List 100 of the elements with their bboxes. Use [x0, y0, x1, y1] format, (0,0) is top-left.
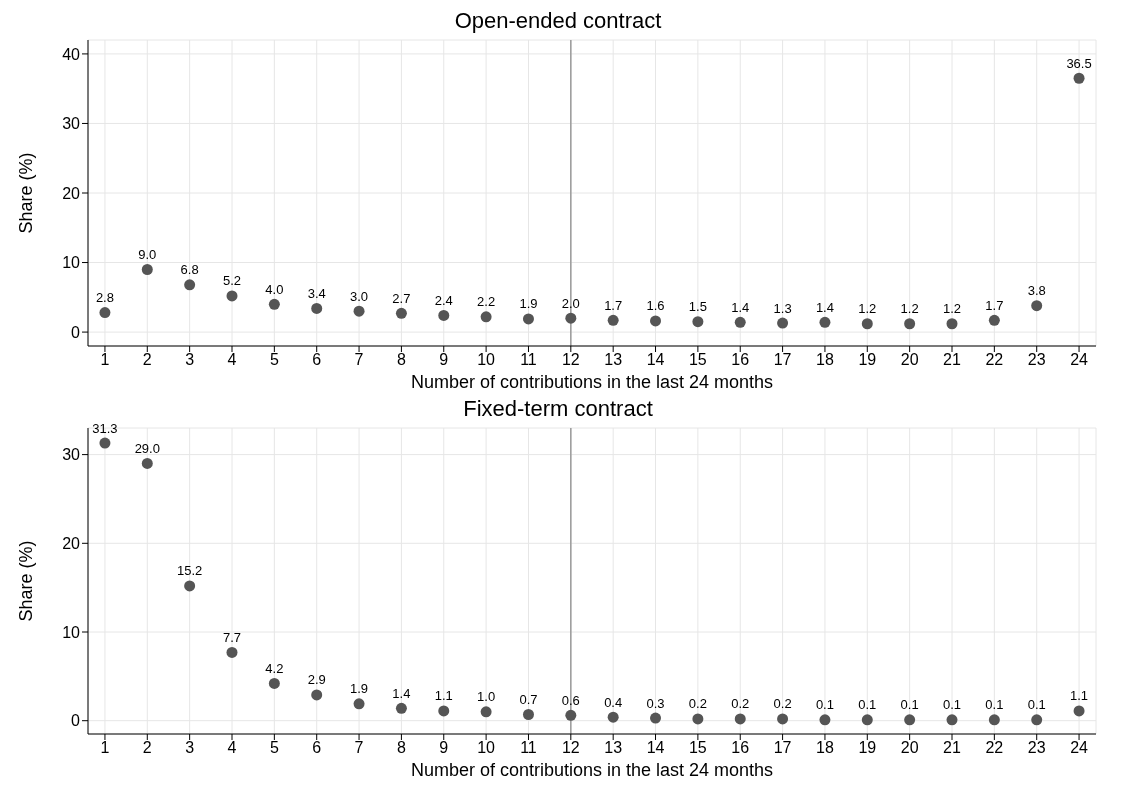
x-tick-label: 12 — [561, 351, 580, 369]
y-tick-label: 30 — [62, 446, 81, 464]
x-tick-label: 20 — [900, 739, 919, 757]
x-tick-label: 13 — [604, 351, 623, 369]
data-label: 1.4 — [731, 299, 750, 315]
data-label: 7.7 — [222, 629, 242, 645]
x-tick-label: 17 — [773, 351, 792, 369]
data-label: 4.2 — [265, 660, 284, 676]
data-label: 1.0 — [477, 689, 496, 705]
point — [946, 318, 958, 330]
point — [988, 714, 1000, 726]
x-tick-label: 3 — [185, 351, 195, 369]
point — [522, 313, 534, 325]
data-label: 3.0 — [350, 288, 369, 304]
x-tick-label: 16 — [731, 739, 750, 757]
x-tick-label: 7 — [354, 351, 364, 369]
x-tick-label: 5 — [269, 351, 279, 369]
y-tick-label: 0 — [71, 323, 81, 341]
x-tick-label: 15 — [688, 739, 707, 757]
point — [141, 264, 153, 275]
point — [861, 318, 873, 330]
x-tick-label: 8 — [396, 739, 406, 757]
point — [819, 316, 831, 328]
data-label: 0.2 — [688, 696, 707, 712]
x-tick-label: 22 — [985, 351, 1004, 369]
data-label: 1.7 — [985, 297, 1004, 313]
point — [650, 712, 662, 724]
x-tick-label: 24 — [1070, 739, 1089, 757]
x-tick-label: 10 — [477, 351, 496, 369]
point — [565, 312, 577, 324]
x-tick-label: 11 — [520, 351, 537, 369]
data-label: 1.1 — [1070, 688, 1089, 704]
chart-title: Fixed-term contract — [462, 396, 654, 422]
data-label: 1.2 — [858, 301, 877, 317]
x-tick-label: 20 — [900, 351, 919, 369]
data-label: 0.3 — [646, 695, 665, 711]
point — [650, 315, 662, 327]
point — [311, 302, 323, 314]
point — [353, 698, 365, 710]
data-label: 1.4 — [392, 685, 411, 701]
data-label: 2.0 — [561, 295, 580, 311]
data-label: 0.1 — [985, 697, 1004, 713]
point — [395, 307, 407, 319]
data-label: 2.8 — [95, 290, 114, 306]
x-tick-label: 21 — [943, 351, 961, 369]
data-label: 5.2 — [222, 273, 242, 289]
data-label: 29.0 — [134, 440, 160, 456]
point — [861, 714, 873, 726]
data-label: 0.4 — [604, 694, 623, 710]
x-tick-label: 3 — [185, 739, 195, 757]
y-tick-label: 40 — [62, 45, 81, 63]
point — [141, 457, 153, 469]
x-tick-label: 18 — [816, 351, 834, 369]
point — [438, 705, 450, 717]
x-tick-label: 24 — [1070, 351, 1089, 369]
data-label: 0.1 — [858, 697, 877, 713]
data-label: 2.4 — [434, 292, 453, 308]
x-tick-label: 9 — [439, 739, 449, 757]
point — [734, 316, 746, 328]
point — [607, 711, 619, 723]
x-tick-label: 21 — [943, 739, 961, 757]
point — [184, 279, 196, 291]
point — [480, 311, 492, 323]
x-tick-label: 14 — [646, 739, 665, 757]
y-tick-label: 10 — [62, 623, 81, 641]
data-label: 0.1 — [900, 697, 919, 713]
point — [777, 317, 789, 329]
point — [1031, 300, 1043, 312]
data-label: 1.3 — [773, 300, 792, 316]
point — [904, 714, 916, 726]
point — [946, 714, 958, 726]
point — [226, 646, 238, 658]
data-label: 3.4 — [307, 285, 326, 301]
point — [607, 314, 619, 326]
point — [734, 713, 746, 725]
x-tick-label: 6 — [312, 351, 322, 369]
x-tick-label: 5 — [269, 739, 279, 757]
y-tick-label: 30 — [62, 115, 81, 133]
x-tick-label: 23 — [1027, 351, 1046, 369]
y-tick-label: 20 — [62, 184, 81, 202]
data-label: 0.1 — [942, 697, 962, 713]
point — [692, 713, 704, 725]
data-label: 1.2 — [900, 301, 919, 317]
x-tick-label: 22 — [985, 739, 1004, 757]
data-label: 36.5 — [1066, 55, 1092, 71]
x-tick-label: 11 — [520, 739, 537, 757]
point — [268, 298, 280, 310]
data-label: 1.9 — [350, 681, 369, 697]
x-tick-label: 9 — [439, 351, 449, 369]
x-tick-label: 13 — [604, 739, 623, 757]
data-label: 1.1 — [434, 688, 453, 704]
data-label: 0.1 — [815, 697, 834, 713]
x-tick-label: 19 — [858, 351, 877, 369]
data-label: 15.2 — [176, 563, 203, 579]
data-label: 1.4 — [815, 299, 834, 315]
point — [99, 307, 111, 319]
x-tick-label: 10 — [477, 739, 496, 757]
point — [904, 318, 916, 330]
point — [1073, 72, 1085, 84]
point — [268, 677, 280, 689]
